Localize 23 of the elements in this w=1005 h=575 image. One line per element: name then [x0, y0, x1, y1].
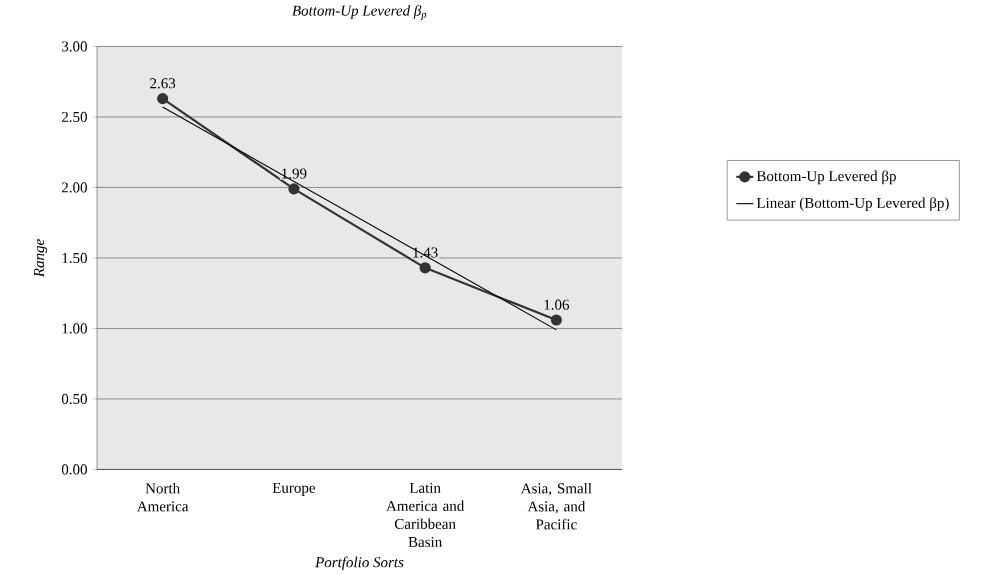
data-label: 2.63 — [150, 78, 176, 89]
y-tick-label: 2.50 — [61, 111, 87, 122]
x-tick-label: Europe — [272, 482, 316, 496]
data-label: 1.99 — [282, 168, 307, 179]
y-tick-label: 1.00 — [62, 323, 87, 334]
y-tick-label: 3.00 — [62, 41, 87, 52]
chart-title: Bottom-Up Levered β$_{p}$ — [292, 4, 427, 20]
y-tick-label: 0.00 — [61, 464, 87, 475]
point — [550, 314, 562, 326]
y-tick-label: 1.50 — [62, 252, 87, 263]
point — [288, 183, 300, 195]
y-tick-label: 2.00 — [61, 182, 87, 193]
x-axis-title: Portfolio Sorts — [315, 556, 404, 571]
x-tick-label: Latin America and Caribbean Basin — [386, 482, 465, 547]
legend-label: Bottom-Up Levered βp — [756, 170, 896, 185]
data-label: 1.06 — [544, 299, 570, 310]
y-tick-label: 0.50 — [61, 393, 87, 404]
legend-label: Linear (Bottom-Up Levered βp) — [756, 197, 949, 211]
x-tick-label: Asia, Small Asia, and Pacific — [520, 482, 592, 530]
point — [419, 262, 431, 274]
point — [157, 92, 169, 105]
x-tick-label: North America — [136, 482, 189, 512]
y-axis-title: Range — [34, 238, 48, 278]
